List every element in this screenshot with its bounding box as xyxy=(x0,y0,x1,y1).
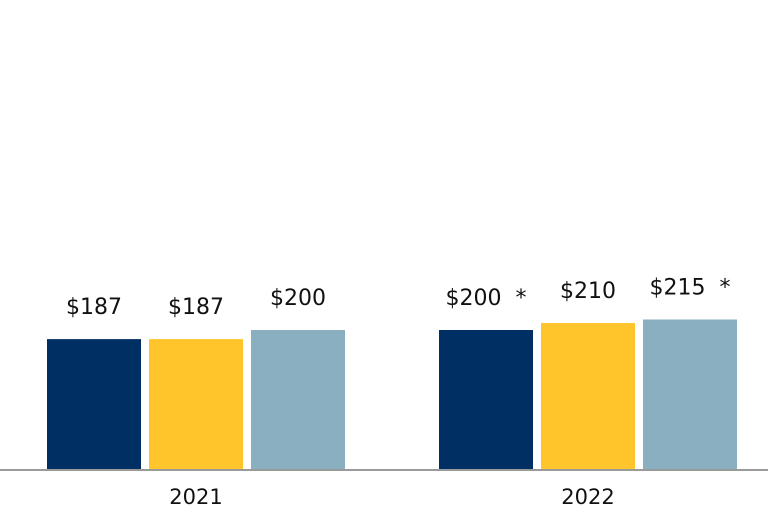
bar-2022-series-3 xyxy=(643,319,737,470)
x-tick-label-2022: 2022 xyxy=(561,485,614,509)
data-label-2021-series-1: $187 xyxy=(66,295,122,320)
bar-2021-series-1 xyxy=(47,339,141,470)
data-label-2021-series-2: $187 xyxy=(168,295,224,320)
bar-2021-series-2 xyxy=(149,339,243,470)
bar-2022-series-1 xyxy=(439,330,533,470)
bars-group xyxy=(47,319,737,470)
bar-2021-series-3 xyxy=(251,330,345,470)
bar-2022-series-2 xyxy=(541,323,635,470)
x-tick-labels-group: 2021 2022 xyxy=(169,485,614,509)
data-label-2022-series-1: $200 * xyxy=(446,286,527,311)
data-labels-group: $187 $187 $200 $200 * $210 $215 * xyxy=(66,276,730,321)
x-tick-label-2021: 2021 xyxy=(169,485,222,509)
data-label-2021-series-3: $200 xyxy=(270,286,326,311)
data-label-2022-series-2: $210 xyxy=(560,279,616,304)
data-label-2022-series-3: $215 * xyxy=(650,276,731,301)
